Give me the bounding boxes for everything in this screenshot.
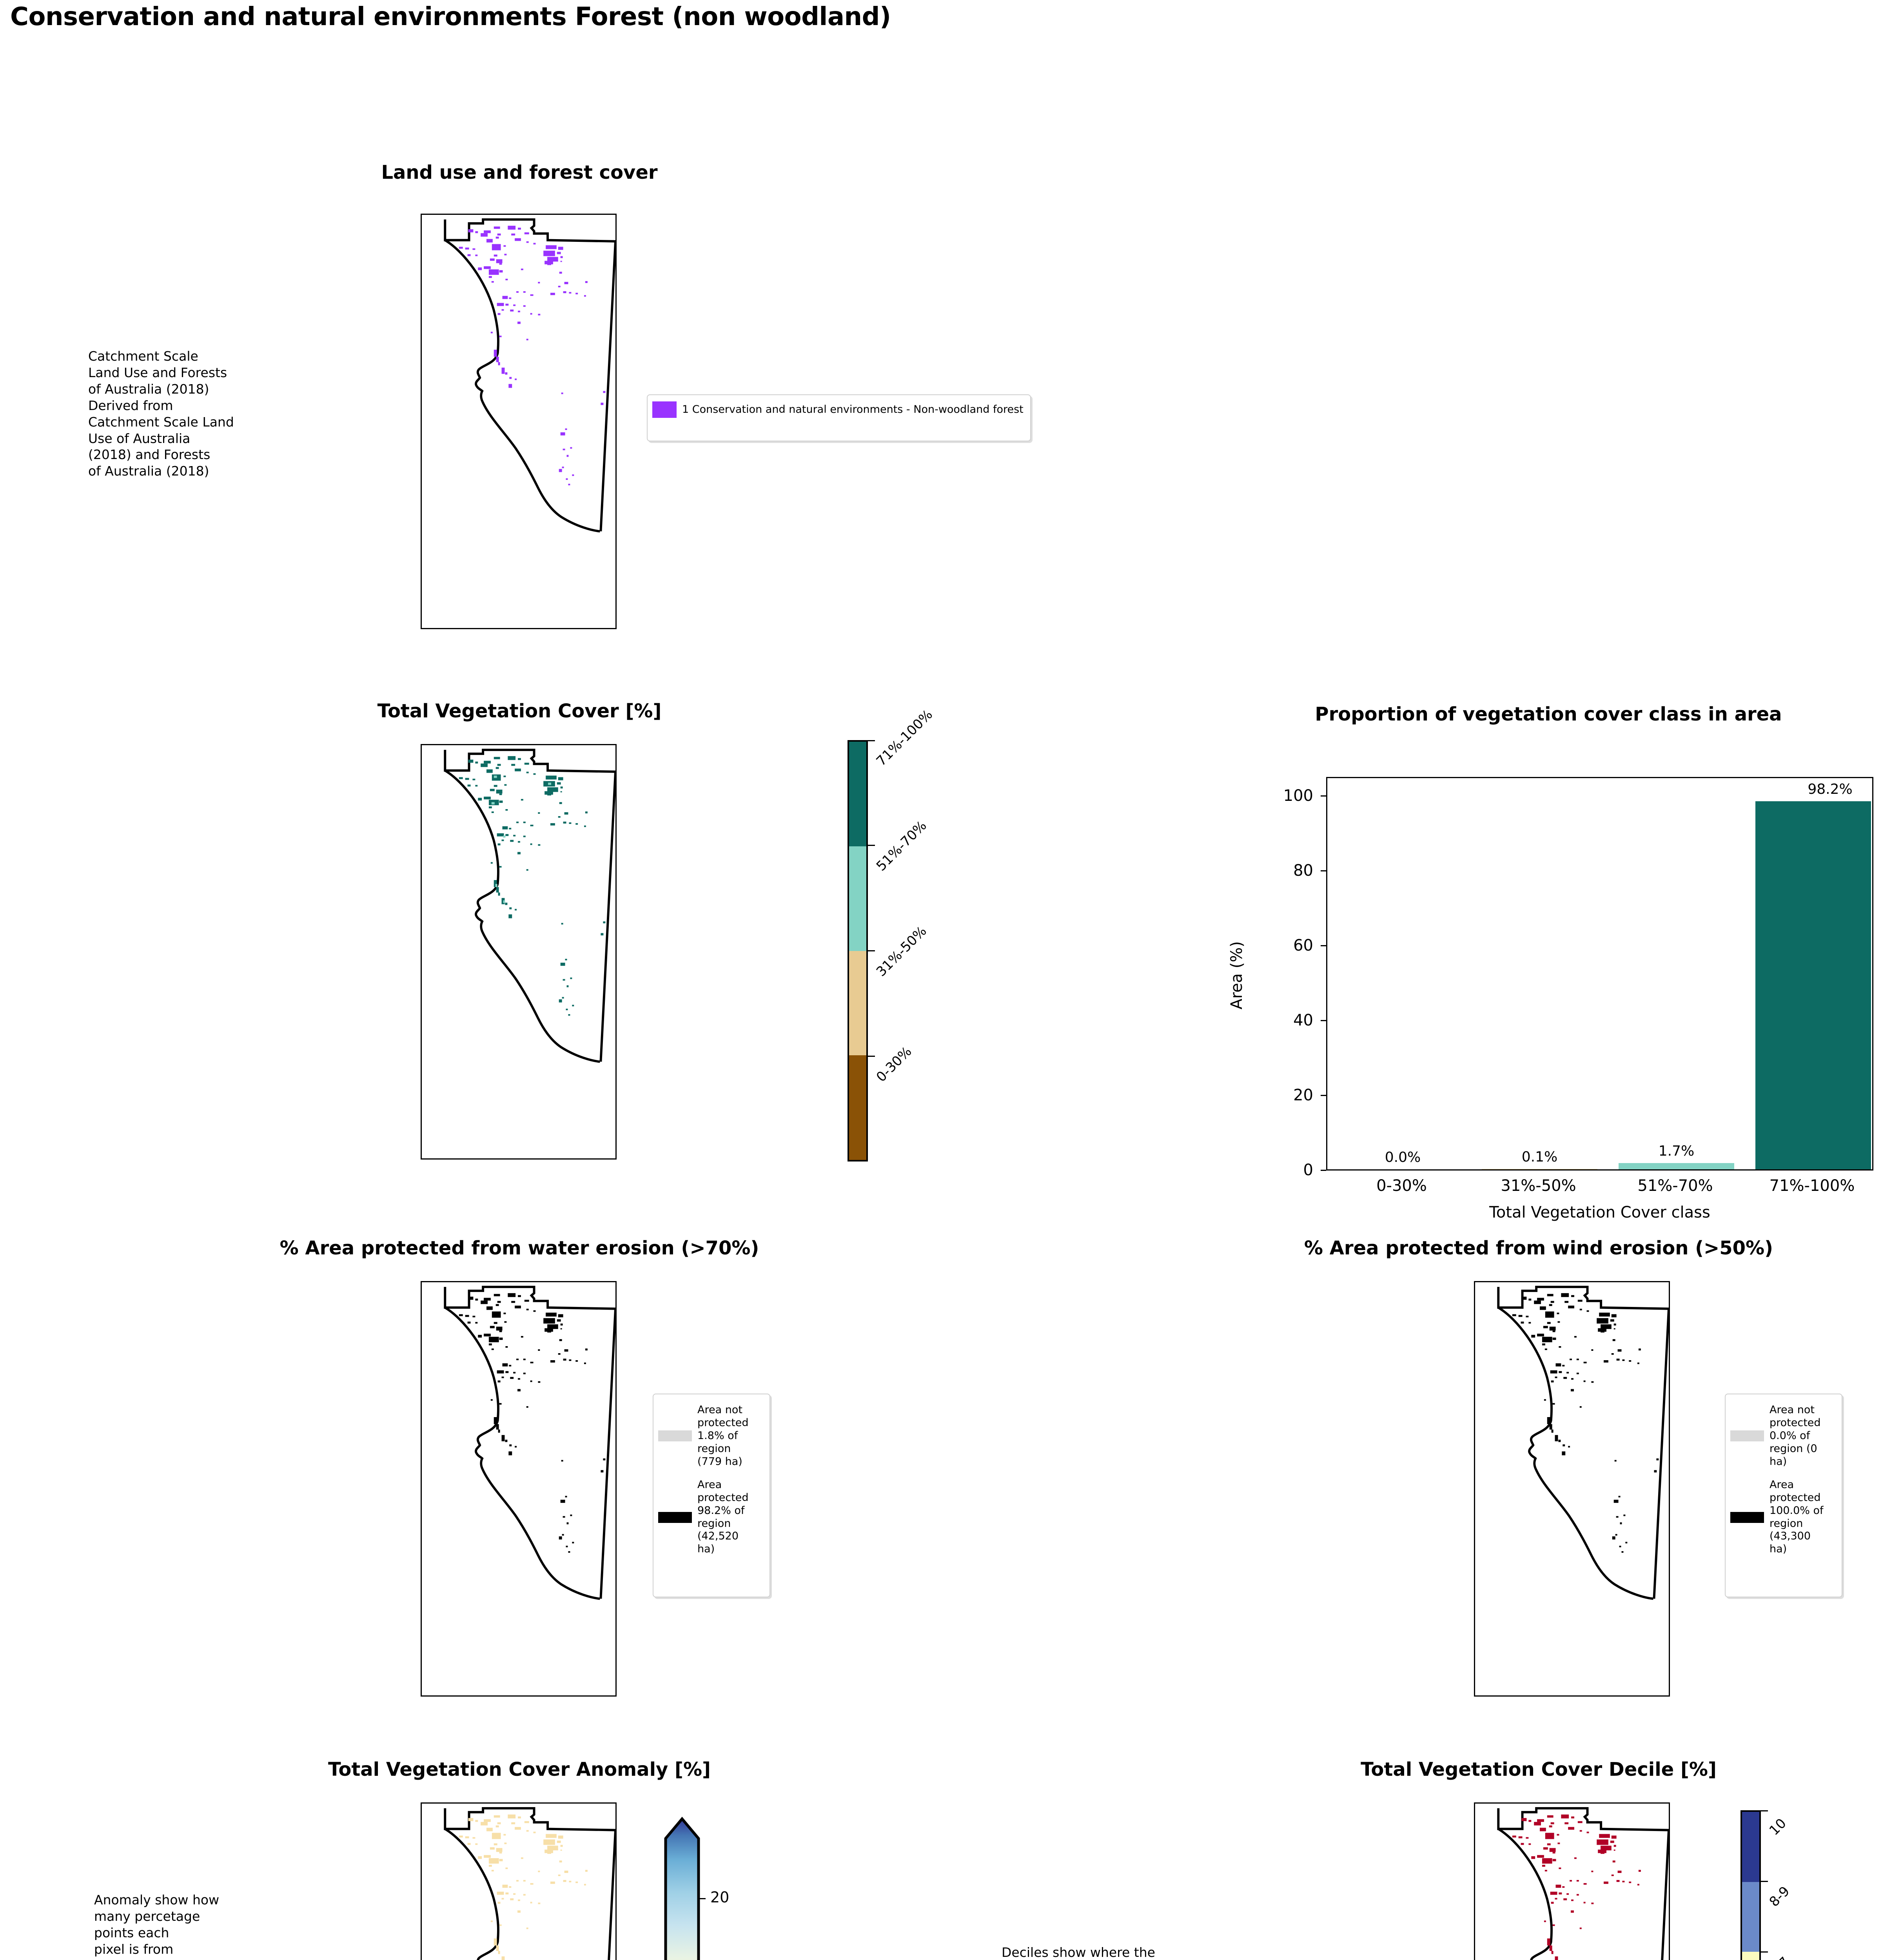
anomaly-colorbar: 20 10 0 −10 −20 [659,1815,776,1960]
ytick-0 [1321,1170,1326,1171]
ytick-20 [1321,1095,1326,1096]
y-axis-title: Area (%) [1228,941,1246,1009]
anomaly-tick-label-20: 20 [710,1889,730,1906]
legend-item: Area not protected 1.8% of region (779 h… [658,1404,765,1468]
land-use-source-note: Catchment Scale Land Use and Forests of … [88,348,234,479]
decile-map-svg [1497,1807,1669,1960]
cbar-label-51-70: 51%-70% [873,818,930,875]
cbar-label-71-100: 71%-100% [873,707,936,769]
decile-label-10: 10 [1766,1815,1789,1839]
legend-item: 1 Conservation and natural environments … [652,401,1025,418]
wind-erosion-map-svg [1497,1285,1669,1600]
ytick-label-40: 40 [1293,1011,1313,1029]
wind-erosion-map[interactable] [1474,1281,1670,1697]
anomaly-note: Anomaly show how many percetage points e… [94,1892,220,1960]
ytick-label-20: 20 [1293,1086,1313,1104]
bar-chart-title: Proportion of vegetation cover class in … [1315,703,1782,725]
decile-map[interactable] [1474,1802,1670,1960]
water-erosion-legend: Area not protected 1.8% of region (779 h… [653,1394,770,1597]
ytick-label-80: 80 [1293,862,1313,880]
ytick-label-0: 0 [1303,1161,1313,1179]
cbar-seg-71-100 [849,742,866,846]
land-use-map-svg [444,218,615,533]
cbar-label-31-50: 31%-50% [873,923,930,980]
xtick-label-71-100: 71%-100% [1769,1177,1855,1195]
bar-71-100[interactable] [1755,801,1871,1169]
cbar-seg-51-70 [849,846,866,951]
cbar-seg-10 [1742,1812,1759,1882]
anomaly-map-svg [444,1807,615,1960]
page-title: Conservation and natural environments Fo… [10,2,891,31]
water-erosion-map-svg [444,1285,615,1600]
ytick-60 [1321,945,1326,946]
decile-colorbar-strip [1740,1810,1761,1960]
veg-cover-panel-title: Total Vegetation Cover [%] [377,700,662,722]
land-use-legend: 1 Conservation and natural environments … [647,394,1031,441]
veg-cover-map[interactable] [421,744,617,1160]
cbar-seg-0-30 [849,1055,866,1160]
decile-colorbar: 10 8-9 4-7 2-3 1 [1740,1810,1882,1960]
wind-erosion-legend: Area not protected 0.0% of region (0 ha)… [1725,1394,1842,1597]
legend-item-label: 1 Conservation and natural environments … [682,403,1024,416]
ytick-label-60: 60 [1293,936,1313,955]
decile-note: Deciles show where the pixel value lies … [1002,1945,1155,1960]
cbar-seg-4-7 [1742,1952,1759,1960]
ytick-40 [1321,1020,1326,1021]
bar-chart-plot-area: 0.0% 0.1% 1.7% 98.2% [1326,777,1873,1171]
xtick-label-31-50: 31%-50% [1501,1177,1576,1195]
wind-erosion-panel-title: % Area protected from wind erosion (>50%… [1304,1237,1773,1259]
legend-item-label: Area not protected 1.8% of region (779 h… [697,1404,749,1468]
legend-item: Area not protected 0.0% of region (0 ha) [1730,1404,1837,1468]
not-protected-swatch [1730,1430,1764,1442]
protected-swatch [658,1512,692,1523]
xtick-label-0-30: 0-30% [1376,1177,1427,1195]
veg-cover-map-svg [444,748,615,1063]
anomaly-map[interactable] [421,1802,617,1960]
legend-item: Area protected 98.2% of region (42,520 h… [658,1479,765,1556]
decile-panel-title: Total Vegetation Cover Decile [%] [1361,1759,1717,1780]
decile-label-8-9: 8-9 [1766,1883,1793,1910]
anomaly-panel-title: Total Vegetation Cover Anomaly [%] [328,1759,711,1780]
veg-cover-colorbar: 71%-100% 51%-70% 31%-50% 0-30% [848,707,1012,1167]
x-axis-title: Total Vegetation Cover class [1489,1203,1710,1221]
land-use-swatch [652,401,677,418]
land-use-map[interactable] [421,214,617,629]
veg-cover-colorbar-strip [848,740,868,1161]
anomaly-colorbar-strip [664,1817,700,1960]
bar-value-label-0-30: 0.0% [1385,1149,1421,1165]
cbar-label-0-30: 0-30% [873,1044,915,1085]
not-protected-swatch [658,1430,692,1442]
water-erosion-panel-title: % Area protected from water erosion (>70… [279,1237,759,1259]
cbar-seg-31-50 [849,951,866,1056]
legend-item-label: Area not protected 0.0% of region (0 ha) [1770,1404,1821,1468]
bar-51-70[interactable] [1619,1163,1734,1169]
legend-item-label: Area protected 98.2% of region (42,520 h… [697,1478,749,1555]
bar-value-label-51-70: 1.7% [1658,1143,1695,1159]
protected-swatch [1730,1512,1764,1523]
cbar-seg-8-9 [1742,1882,1759,1952]
water-erosion-map[interactable] [421,1281,617,1697]
legend-item: Area protected 100.0% of region (43,300 … [1730,1479,1837,1556]
bar-value-label-31-50: 0.1% [1521,1149,1558,1165]
land-use-panel-title: Land use and forest cover [381,162,658,183]
decile-label-4-7: 4-7 [1766,1954,1793,1960]
legend-item-label: Area protected 100.0% of region (43,300 … [1770,1478,1824,1555]
ytick-label-100: 100 [1283,787,1313,805]
ytick-80 [1321,870,1326,871]
bar-value-label-71-100: 98.2% [1808,781,1853,797]
ytick-100 [1321,795,1326,797]
proportion-bar-chart[interactable]: Proportion of vegetation cover class in … [1215,702,1882,1231]
xtick-label-51-70: 51%-70% [1637,1177,1713,1195]
